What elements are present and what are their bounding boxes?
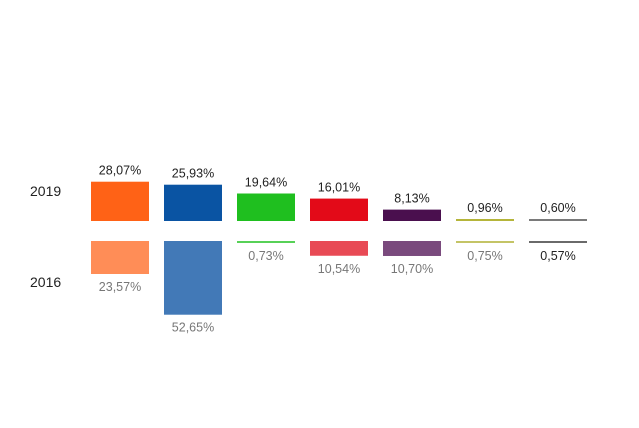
bar-2019-6	[529, 219, 587, 221]
label-2016-3: 10,54%	[318, 262, 360, 276]
bar-2016-6	[529, 241, 587, 243]
label-2019-3: 16,01%	[318, 181, 360, 195]
bar-2016-1	[164, 241, 222, 315]
bar-2016-2	[237, 241, 295, 243]
label-2016-4: 10,70%	[391, 262, 433, 276]
row-label-2016: 2016	[30, 274, 62, 290]
label-2019-5: 0,96%	[467, 201, 502, 215]
row-label-2019: 2019	[30, 183, 62, 199]
label-2016-1: 52,65%	[172, 321, 214, 335]
label-2019-2: 19,64%	[245, 176, 287, 190]
bar-2019-2	[237, 193, 295, 221]
label-2019-0: 28,07%	[99, 164, 141, 178]
bar-2016-0	[91, 241, 149, 274]
label-2019-1: 25,93%	[172, 167, 214, 181]
label-2016-0: 23,57%	[99, 280, 141, 294]
bar-2016-5	[456, 241, 514, 243]
bar-2019-0	[91, 181, 149, 221]
bar-2019-1	[164, 184, 222, 221]
label-2016-2: 0,73%	[248, 249, 283, 263]
bar-2016-4	[383, 241, 441, 256]
label-2016-6: 0,57%	[540, 249, 575, 263]
bar-2019-5	[456, 219, 514, 221]
label-2019-6: 0,60%	[540, 201, 575, 215]
bar-2019-3	[310, 198, 368, 221]
bar-2019-4	[383, 209, 441, 221]
label-2019-4: 8,13%	[394, 192, 429, 206]
bar-2016-3	[310, 241, 368, 256]
label-2016-5: 0,75%	[467, 249, 502, 263]
